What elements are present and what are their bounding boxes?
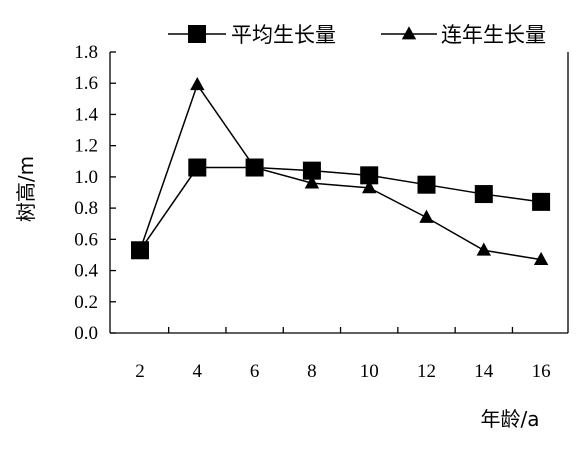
square-point [417,175,436,194]
x-tick-label: 12 [417,361,436,382]
x-tick-label: 6 [250,361,260,382]
legend-item: 平均生长量 [168,23,336,47]
square-point [532,192,551,211]
legend-triangle-marker [401,26,417,40]
series-average-growth [131,158,551,260]
y-tick-label: 1.0 [74,167,98,188]
series-layer [131,76,551,266]
y-tick-label: 1.2 [74,136,98,157]
square-point [474,185,493,204]
axes: 0.0 0.2 0.4 0.6 0.8 1.0 1.2 1.4 1.6 1.8 2 4 6 8 10 12 14… [74,42,569,382]
legend-square-marker [188,25,206,43]
triangle-point [247,159,262,173]
legend-label: 连年生长量 [441,23,546,47]
triangle-point [419,209,434,223]
legend-item: 连年生长量 [381,23,546,47]
x-tick-label: 16 [532,361,551,382]
y-tick-label: 0.4 [74,261,98,282]
x-tick-label: 10 [360,361,379,382]
x-tick-label: 4 [193,361,203,382]
triangle-point [533,251,549,266]
series-annual-growth [132,76,549,266]
x-axis-label: 年龄/a [481,407,540,431]
series-line [139,166,542,251]
triangle-point [190,76,205,91]
square-point [302,161,321,180]
x-tick-label: 14 [474,361,494,382]
triangle-point [476,242,491,256]
x-tick-label: 2 [135,361,145,382]
y-tick-label: 1.6 [74,73,98,94]
square-point [360,166,379,185]
triangle-point [304,175,320,189]
triangle-point [362,180,377,194]
y-tick-label: 1.8 [74,42,98,63]
legend-label: 平均生长量 [231,23,336,47]
legend: 平均生长量 连年生长量 [168,23,546,47]
y-tick-label: 0.8 [74,198,98,219]
x-tick-label: 8 [307,361,317,382]
y-axis-label: 树高/m [14,156,38,222]
square-point [188,158,207,177]
series-line [139,83,542,261]
y-tick-label: 0.0 [74,323,98,344]
triangle-point [132,242,148,256]
y-tick-label: 1.4 [74,104,98,125]
y-tick-label: 0.2 [74,292,98,313]
y-tick-label: 0.6 [74,229,98,250]
